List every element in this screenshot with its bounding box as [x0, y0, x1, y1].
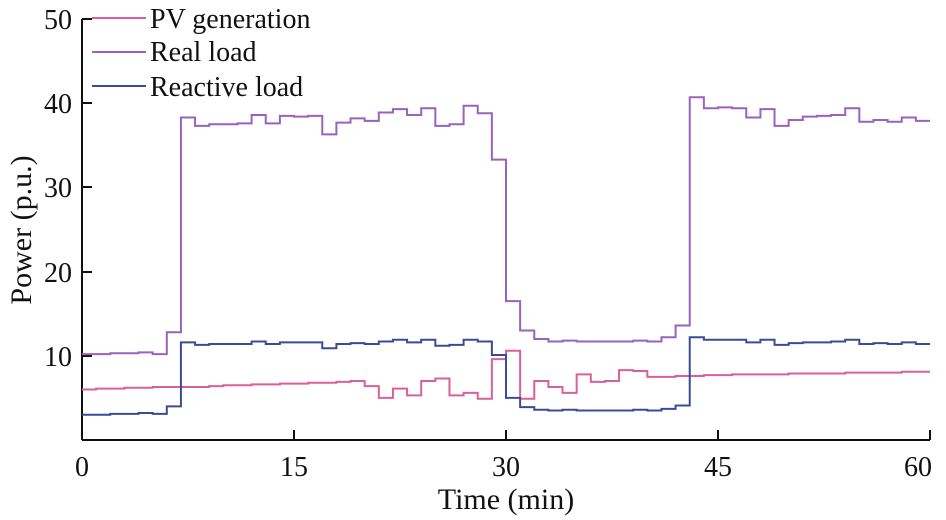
legend-label-pv-generation: PV generation: [150, 4, 310, 35]
y-tick-label-50: 50: [44, 5, 72, 36]
x-ticks: 0 15 30 45 60: [75, 430, 932, 483]
y-tick-label-10: 10: [44, 342, 72, 373]
x-tick-label-15: 15: [280, 452, 308, 483]
x-tick-label-60: 60: [904, 452, 932, 483]
y-ticks: 10 20 30 40 50: [44, 5, 92, 373]
x-tick-label-45: 45: [704, 452, 732, 483]
series-layer: [82, 96, 930, 416]
series-line-reactive-load: [82, 336, 930, 416]
x-tick-label-0: 0: [75, 452, 89, 483]
series-line-pv-generation: [82, 349, 930, 400]
x-axis-title: Time (min): [438, 483, 574, 516]
x-tick-label-30: 30: [492, 452, 520, 483]
legend: PV generation Real load Reactive load: [92, 4, 310, 103]
legend-label-reactive-load: Reactive load: [150, 72, 303, 103]
y-tick-label-30: 30: [44, 173, 72, 204]
series-line-real-load: [82, 96, 930, 356]
y-axis-title: Power (p.u.): [5, 155, 38, 304]
y-tick-label-40: 40: [44, 89, 72, 120]
y-tick-label-20: 20: [44, 258, 72, 289]
legend-label-real-load: Real load: [150, 37, 257, 68]
